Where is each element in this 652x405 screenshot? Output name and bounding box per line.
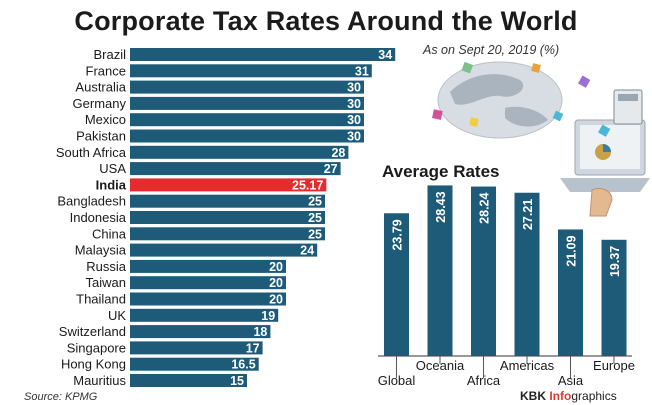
bar-value-label: 18: [253, 325, 267, 339]
page-title: Corporate Tax Rates Around the World: [74, 6, 578, 36]
bar-value-label: 27: [324, 162, 338, 176]
category-label: Russia: [86, 259, 127, 274]
average-rates-chart: 23.79 Global 28.43 Oceania 28.24 Africa 27.21 A…: [378, 185, 635, 388]
category-label: Mexico: [85, 112, 126, 127]
average-value-label: 21.09: [565, 235, 579, 266]
category-label: Pakistan: [76, 129, 126, 144]
category-label: Germany: [73, 96, 127, 111]
bar-value-label: 25: [308, 227, 322, 241]
bar: [130, 357, 259, 371]
average-value-label: 19.37: [608, 246, 622, 277]
bar: [130, 194, 325, 208]
category-label: USA: [99, 161, 126, 176]
category-label: Mauritius: [73, 373, 126, 388]
category-label: South Africa: [56, 145, 127, 160]
bar: [130, 243, 318, 257]
category-label: Australia: [75, 80, 126, 95]
average-category-label: Africa: [467, 373, 501, 388]
globe-illustration: [437, 61, 563, 139]
average-category-label: Europe: [593, 358, 635, 373]
bar-value-label: 20: [269, 260, 283, 274]
bar: [130, 325, 271, 339]
category-label: Hong Kong: [61, 357, 126, 372]
bar: [130, 308, 279, 322]
average-bar: [427, 185, 453, 356]
average-value-label: 28.43: [434, 191, 448, 222]
bar: [130, 276, 286, 290]
bar: [130, 292, 286, 306]
bar-value-label: 17: [246, 341, 260, 355]
average-bar: [384, 213, 409, 356]
category-label: Indonesia: [70, 210, 127, 225]
horizontal-bar-chart: Brazil 34 France 31 Australia 30 Germany 30 Mexi…: [56, 47, 396, 388]
average-bar: [471, 186, 496, 356]
category-label: China: [92, 226, 127, 241]
bar-value-label: 31: [355, 64, 369, 78]
category-label: India: [96, 177, 127, 192]
bar: [130, 227, 325, 241]
source-note: Source: KPMG: [24, 391, 98, 403]
category-label: Taiwan: [86, 275, 126, 290]
category-label: Thailand: [76, 292, 126, 307]
bar-value-label: 24: [300, 244, 314, 258]
brand-part2: Info: [549, 389, 572, 403]
bar-value-label: 25: [308, 195, 322, 209]
bar-value-label: 20: [269, 276, 283, 290]
chart-subtitle: As on Sept 20, 2019 (%): [423, 43, 560, 57]
bar-value-label: 16.5: [231, 358, 255, 372]
bar: [130, 113, 364, 127]
hand-illustration: [589, 187, 613, 217]
average-value-label: 23.79: [391, 219, 405, 250]
bar: [130, 145, 349, 159]
brand-part1: KBK: [520, 389, 550, 403]
bar: [130, 162, 341, 176]
bar: [130, 374, 247, 387]
bar: [130, 129, 364, 143]
bar-value-label: 30: [347, 113, 361, 127]
bar: [130, 211, 325, 224]
average-bar: [601, 239, 627, 356]
bar: [130, 341, 263, 355]
brand-logo: KBK Infographics: [520, 389, 617, 403]
floating-cubes: [432, 61, 611, 137]
category-label: France: [86, 63, 126, 78]
brand-part3: graphics: [571, 389, 617, 403]
category-label: Singapore: [67, 340, 126, 355]
bar: [130, 64, 372, 78]
bar-value-label: 25: [308, 211, 322, 225]
average-category-label: Asia: [558, 373, 584, 388]
bar: [130, 178, 327, 192]
bar-value-label: 20: [269, 293, 283, 307]
category-label: Brazil: [93, 47, 126, 62]
category-label: Malaysia: [75, 243, 127, 258]
bar: [130, 96, 364, 110]
bar-value-label: 19: [261, 309, 275, 323]
laptop-illustration: [560, 119, 650, 192]
average-value-label: 27.21: [521, 199, 535, 230]
bar-value-label: 30: [347, 130, 361, 144]
bar: [130, 259, 286, 273]
bar-value-label: 25.17: [292, 178, 323, 192]
category-label: Switzerland: [59, 324, 126, 339]
average-category-label: Global: [378, 373, 416, 388]
bar: [130, 80, 364, 94]
average-bar: [514, 192, 540, 356]
average-value-label: 28.24: [478, 193, 492, 224]
bar-value-label: 28: [331, 146, 345, 160]
average-category-label: Oceania: [416, 358, 465, 373]
category-label: Bangladesh: [57, 194, 126, 209]
calculator-illustration: [613, 89, 643, 125]
category-label: UK: [108, 308, 126, 323]
average-category-label: Americas: [500, 358, 555, 373]
average-rates-title: Average Rates: [382, 162, 500, 181]
average-bar: [558, 229, 583, 356]
bar: [130, 48, 396, 61]
bar-value-label: 30: [347, 97, 361, 111]
bar-value-label: 34: [378, 48, 392, 62]
bar-value-label: 30: [347, 81, 361, 95]
bar-value-label: 15: [230, 374, 244, 388]
